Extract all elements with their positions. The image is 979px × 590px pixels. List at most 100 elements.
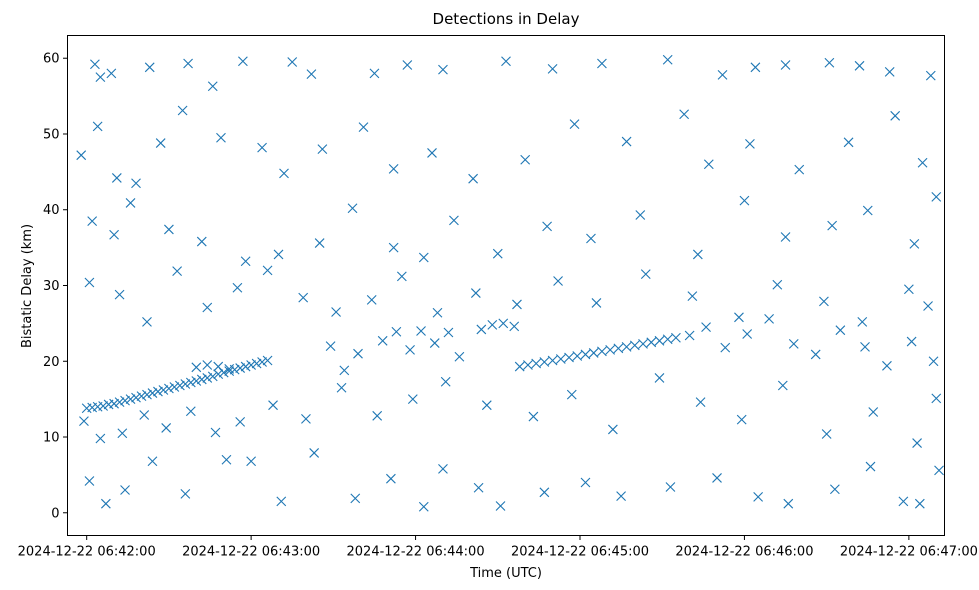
data-point-marker — [196, 374, 207, 385]
data-point-marker — [764, 313, 774, 324]
data-point-marker — [174, 380, 185, 391]
data-point-marker — [84, 476, 95, 486]
data-point-marker — [679, 109, 690, 120]
data-point-marker — [542, 221, 552, 232]
data-point-marker — [331, 307, 341, 317]
data-point-marker — [202, 360, 213, 370]
data-point-marker — [597, 58, 607, 69]
data-point-marker — [246, 456, 257, 467]
data-point-marker — [306, 69, 317, 80]
data-point-marker — [443, 327, 454, 338]
data-point-marker — [98, 401, 109, 411]
data-point-marker — [95, 433, 106, 444]
y-tick-label: 20 — [43, 355, 60, 370]
chart-title: Detections in Delay — [433, 10, 580, 28]
data-point-marker — [240, 256, 251, 267]
data-point-marker — [309, 448, 320, 458]
data-point-marker — [810, 349, 821, 360]
y-tick-label: 60 — [43, 52, 60, 67]
data-point-marker — [662, 54, 673, 65]
data-point-marker — [92, 121, 103, 132]
data-point-marker — [588, 348, 599, 358]
data-point-marker — [857, 316, 868, 327]
data-point-marker — [569, 119, 580, 130]
data-point-marker — [109, 398, 119, 409]
data-point-marker — [76, 150, 87, 161]
data-point-marker — [136, 391, 147, 401]
data-point-marker — [257, 357, 267, 367]
data-point-marker — [854, 60, 865, 71]
y-axis-label: Bistatic Delay (km) — [20, 224, 35, 348]
data-point-marker — [314, 238, 325, 248]
data-point-marker — [79, 416, 89, 426]
data-point-marker — [884, 66, 895, 77]
data-point-marker — [386, 473, 396, 484]
data-point-marker — [783, 498, 794, 509]
data-point-marker — [914, 498, 925, 509]
data-point-marker — [539, 487, 550, 498]
data-point-marker — [405, 345, 415, 355]
data-point-marker — [377, 335, 388, 346]
data-point-marker — [213, 369, 224, 380]
x-axis: 2024-12-22 06:42:00 2024-12-22 06:43:00 20… — [18, 535, 978, 560]
data-point-marker — [794, 164, 805, 175]
data-point-marker — [646, 337, 657, 348]
data-point-marker — [547, 63, 558, 74]
data-point-marker — [183, 58, 193, 69]
y-tick-label: 40 — [43, 203, 60, 218]
data-point-marker — [745, 138, 755, 149]
data-point-marker — [207, 81, 218, 92]
data-point-marker — [232, 282, 243, 293]
data-point-marker — [843, 137, 854, 148]
data-point-marker — [695, 397, 706, 408]
data-point-marker — [224, 363, 235, 374]
data-point-marker — [931, 393, 942, 404]
data-point-marker — [780, 232, 791, 242]
data-point-marker — [416, 326, 426, 336]
data-point-marker — [903, 284, 914, 295]
data-point-marker — [111, 173, 122, 183]
data-point-marker — [712, 473, 722, 483]
data-point-marker — [317, 144, 328, 155]
data-point-marker — [925, 70, 936, 81]
data-point-marker — [262, 265, 273, 276]
data-point-marker — [418, 252, 429, 263]
data-point-marker — [87, 216, 98, 226]
data-point-marker — [125, 394, 136, 405]
data-point-marker — [372, 410, 383, 421]
y-tick-label: 30 — [43, 279, 60, 294]
data-point-marker — [788, 338, 799, 349]
data-point-marker — [449, 215, 459, 226]
data-point-marker — [512, 299, 522, 310]
data-point-marker — [251, 358, 262, 369]
data-point-marker — [640, 269, 651, 280]
data-point-marker — [742, 329, 753, 339]
data-point-marker — [235, 416, 246, 427]
data-point-marker — [654, 373, 665, 383]
data-point-marker — [827, 220, 838, 231]
data-point-marker — [750, 62, 761, 73]
x-axis-label: Time (UTC) — [469, 566, 542, 581]
data-point-marker — [638, 338, 648, 349]
x-tick-label: 2024-12-22 06:45:00 — [511, 545, 649, 560]
data-points — [76, 54, 944, 512]
data-point-marker — [882, 360, 892, 371]
data-point-marker — [114, 397, 125, 408]
data-point-marker — [262, 355, 273, 366]
data-point-marker — [492, 248, 503, 259]
data-point-marker — [829, 484, 840, 495]
data-point-marker — [144, 62, 155, 73]
data-point-marker — [934, 465, 944, 476]
x-tick-label: 2024-12-22 06:46:00 — [675, 545, 813, 560]
data-point-marker — [654, 335, 665, 346]
data-point-marker — [221, 454, 232, 465]
data-point-marker — [629, 340, 640, 351]
data-point-marker — [487, 320, 498, 330]
data-point-marker — [298, 292, 309, 303]
data-point-marker — [717, 70, 728, 80]
data-point-marker — [164, 224, 174, 235]
data-point-marker — [528, 411, 539, 422]
data-point-marker — [772, 279, 783, 290]
data-point-marker — [388, 163, 399, 174]
data-point-marker — [923, 301, 933, 311]
